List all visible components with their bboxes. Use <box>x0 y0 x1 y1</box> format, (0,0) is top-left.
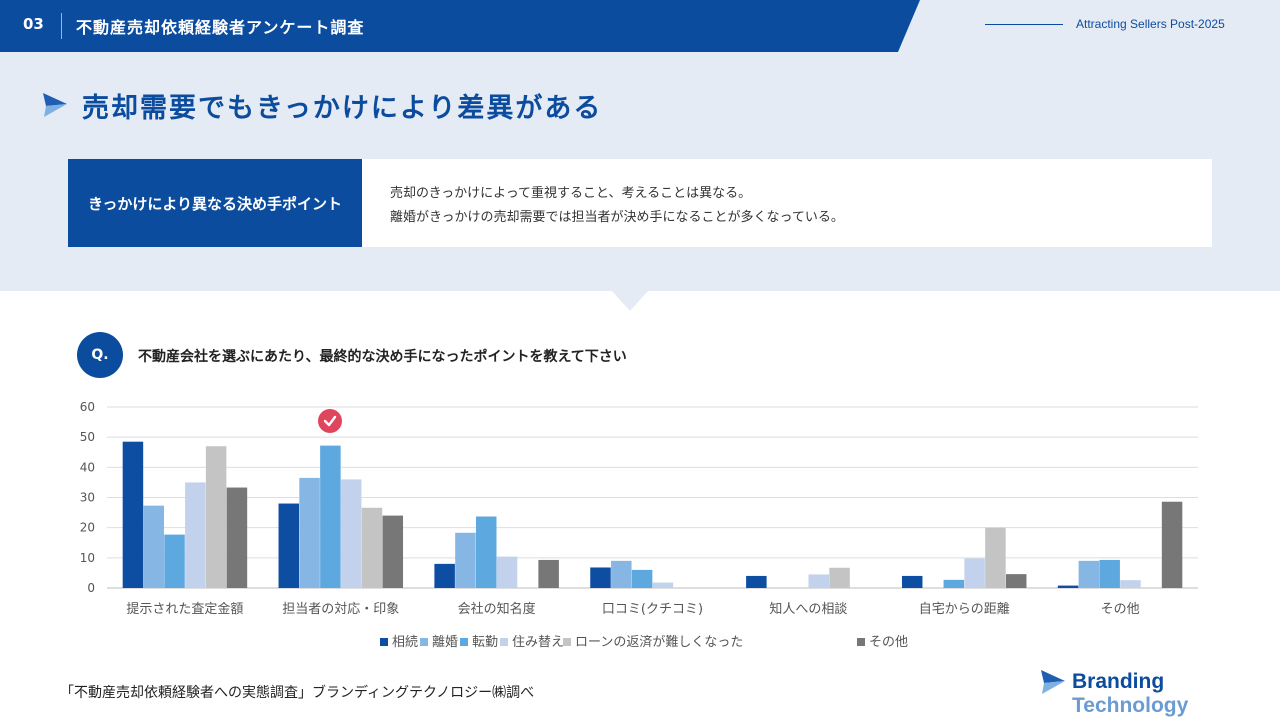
bar <box>164 534 185 588</box>
bar <box>340 479 362 588</box>
brand-logo-icon <box>1041 670 1065 694</box>
paper-plane-icon <box>43 93 67 117</box>
y-tick-label: 0 <box>87 581 95 595</box>
bar <box>746 575 767 588</box>
bar <box>538 559 559 588</box>
legend-swatch <box>420 637 428 646</box>
y-tick-label: 30 <box>80 491 95 505</box>
bar <box>590 567 611 588</box>
bar <box>434 563 455 588</box>
legend-item: 住み替え <box>500 631 564 650</box>
y-tick-label: 50 <box>80 430 95 444</box>
legend-item: その他 <box>857 631 908 650</box>
legend-label: 転勤 <box>472 635 499 650</box>
key-point-label: きっかけにより異なる決め手ポイント <box>68 159 362 247</box>
legend-label: ローンの返済が難しくなった <box>575 635 744 650</box>
bar <box>382 515 404 588</box>
y-tick-label: 20 <box>80 521 95 535</box>
tagline-rule <box>985 24 1063 25</box>
legend-swatch <box>857 637 865 646</box>
header-title: 不動産売却依頼経験者アンケート調査 <box>76 18 365 37</box>
bar <box>496 556 518 588</box>
legend-item: 転勤 <box>460 631 498 650</box>
bar <box>361 507 383 588</box>
legend-swatch <box>460 637 468 646</box>
bar <box>278 503 300 588</box>
bar <box>143 505 164 588</box>
legend-label: 離婚 <box>432 635 459 650</box>
legend-swatch <box>500 637 508 646</box>
bar <box>205 446 227 588</box>
bar <box>985 527 1006 588</box>
brand-name: Branding Technology <box>1072 670 1280 718</box>
x-tick-label: 知人への相談 <box>769 601 847 617</box>
description-line-1: 売却のきっかけによって重視すること、考えることは異なる。 <box>390 186 752 201</box>
bar <box>475 516 497 588</box>
y-tick-label: 40 <box>80 460 95 474</box>
question-badge: Q. <box>77 332 123 378</box>
bar <box>631 569 653 588</box>
legend-item: 相続 <box>380 631 418 650</box>
key-point-description <box>362 159 1212 247</box>
bar <box>901 575 923 588</box>
question-text: 不動産会社を選ぶにあたり、最終的な決め手になったポイントを教えて下さい <box>138 349 627 365</box>
bar <box>226 487 248 588</box>
x-tick-label: 提示された査定金額 <box>126 601 243 617</box>
bar <box>1120 580 1141 588</box>
legend-label: 相続 <box>392 635 419 650</box>
page-title: 売却需要でもきっかけにより差異がある <box>82 93 603 124</box>
bar <box>611 560 632 588</box>
bar <box>1005 574 1027 588</box>
description-line-2: 離婚がきっかけの売却需要では担当者が決め手になることが多くなっている。 <box>390 210 844 225</box>
bar <box>455 532 476 588</box>
bar <box>1161 501 1183 588</box>
x-tick-label: 担当者の対応・印象 <box>282 602 399 617</box>
bar <box>808 574 830 588</box>
callout-pointer <box>612 291 648 311</box>
bar <box>964 558 985 588</box>
tagline: Attracting Sellers Post-2025 <box>1076 17 1225 31</box>
legend-label: 住み替え <box>512 635 565 650</box>
bar <box>320 445 341 588</box>
x-tick-label: 会社の知名度 <box>458 601 536 617</box>
bar <box>652 582 674 588</box>
legend-swatch <box>380 637 388 646</box>
bar <box>829 567 850 588</box>
key-point-label-text: きっかけにより異なる決め手ポイント <box>87 194 343 213</box>
bar-chart: 0 10 20 30 40 50 60 提示された査定金額 担当者の対応・印象 会社の知名度 口コミ… <box>80 400 1198 617</box>
check-icon <box>318 409 342 433</box>
header-bar <box>0 0 920 52</box>
legend-item: ローンの返済が難しくなった <box>563 631 743 650</box>
bar <box>185 482 206 588</box>
bar <box>1099 559 1120 588</box>
bar <box>1078 560 1100 588</box>
header-divider <box>61 13 62 39</box>
question-badge-label: Q. <box>91 347 109 363</box>
source-note: 「不動産売却依頼経験者への実態調査」ブランディングテクノロジー㈱調べ <box>60 685 535 701</box>
legend-swatch <box>563 637 571 646</box>
legend-label: その他 <box>869 635 909 650</box>
x-tick-label: その他 <box>1101 602 1140 617</box>
bar <box>943 579 965 588</box>
y-tick-label: 10 <box>80 551 95 565</box>
bar <box>122 441 144 588</box>
bar <box>1057 585 1079 588</box>
brand-name-part1: Branding <box>1072 670 1165 693</box>
section-number: 03 <box>23 15 44 33</box>
y-tick-label: 60 <box>80 400 95 414</box>
x-tick-label: 口コミ(クチコミ) <box>602 602 703 617</box>
x-tick-label: 自宅からの距離 <box>919 602 1010 617</box>
bar <box>299 477 320 588</box>
brand-name-part2: Technology <box>1072 694 1189 717</box>
legend-item: 離婚 <box>420 631 458 650</box>
